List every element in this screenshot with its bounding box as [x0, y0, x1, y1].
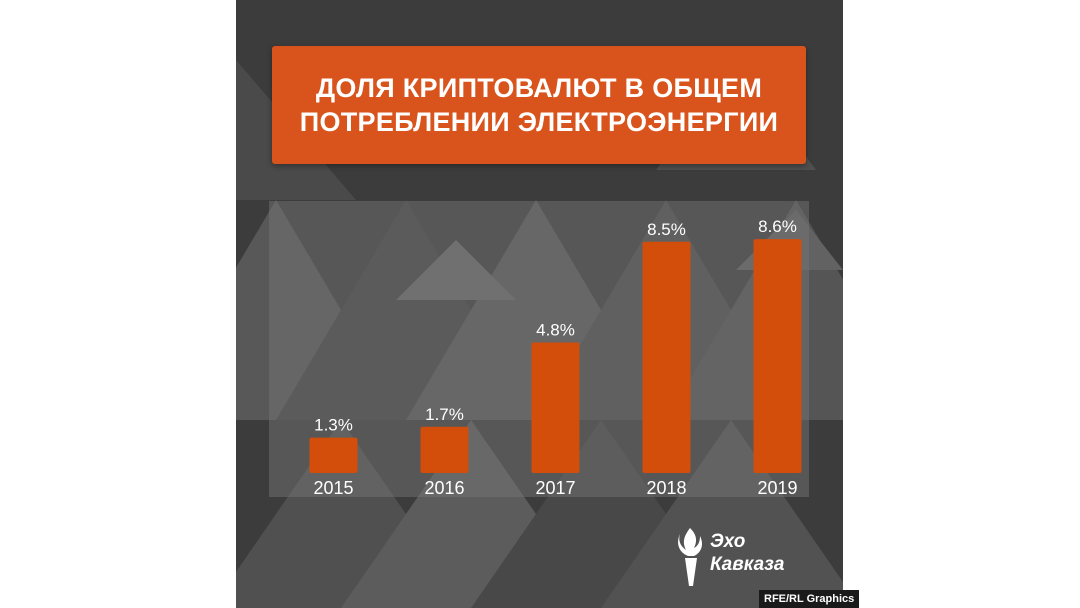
bar-chart: 1.3% 2015 1.7% 2016 4.8% 2017 8.5% 2018 8.6% 2019 — [309, 217, 802, 497]
torch-icon — [678, 528, 702, 586]
x-tick-2015: 2015 — [313, 478, 353, 497]
value-label-2015: 1.3% — [314, 416, 353, 435]
logo-line-1: Эхо — [710, 531, 746, 552]
bar-2016 — [420, 426, 469, 473]
value-label-2019: 8.6% — [758, 217, 797, 236]
bar-2017 — [531, 342, 580, 473]
chart-title: ДОЛЯ КРИПТОВАЛЮТ В ОБЩЕМ ПОТРЕБЛЕНИИ ЭЛЕ… — [272, 46, 806, 164]
bar-2019 — [753, 239, 802, 473]
x-tick-2017: 2017 — [535, 478, 575, 497]
value-label-2016: 1.7% — [425, 405, 464, 424]
value-label-2018: 8.5% — [647, 220, 686, 239]
x-tick-2016: 2016 — [424, 478, 464, 497]
value-label-2017: 4.8% — [536, 320, 575, 339]
credit-label: RFE/RL Graphics — [759, 590, 860, 608]
chart-area: 1.3% 2015 1.7% 2016 4.8% 2017 8.5% 2018 8.6% 2019 — [269, 201, 809, 497]
x-tick-2018: 2018 — [646, 478, 686, 497]
title-line-1: ДОЛЯ КРИПТОВАЛЮТ В ОБЩЕМ — [315, 73, 763, 103]
x-tick-2019: 2019 — [757, 478, 797, 497]
logo-text: Эхо Кавказа — [710, 530, 784, 576]
title-line-2: ПОТРЕБЛЕНИИ ЭЛЕКТРОЭНЕРГИИ — [299, 107, 779, 137]
logo-line-2: Кавказа — [710, 554, 785, 575]
infographic-panel: ДОЛЯ КРИПТОВАЛЮТ В ОБЩЕМ ПОТРЕБЛЕНИИ ЭЛЕ… — [236, 0, 843, 608]
bar-2018 — [642, 241, 691, 473]
echo-kavkaza-logo: Эхо Кавказа — [674, 522, 824, 590]
bar-2015 — [309, 437, 358, 473]
